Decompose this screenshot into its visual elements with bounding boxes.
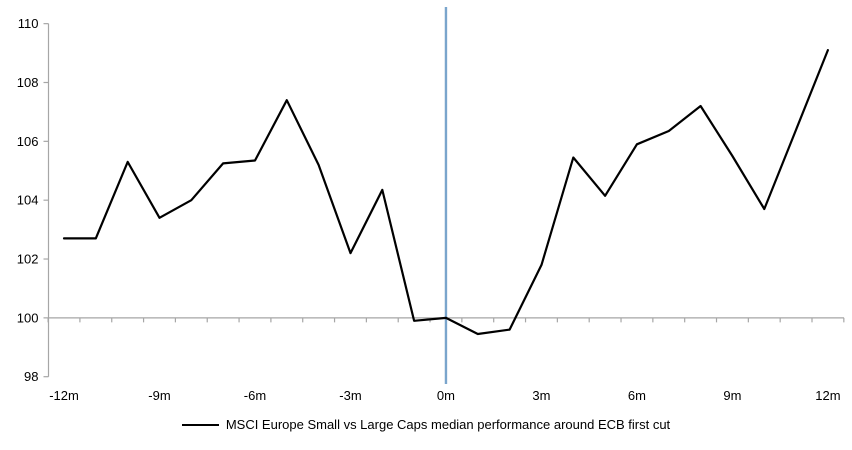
x-tick-label: 6m [628,388,646,403]
x-tick-label: 9m [723,388,741,403]
series-line [62,48,830,336]
x-tick-label: -3m [339,388,361,403]
x-tick-label: -12m [49,388,79,403]
x-tick-label: 3m [532,388,550,403]
legend-label: MSCI Europe Small vs Large Caps median p… [225,417,671,432]
x-tick-label: 12m [815,388,840,403]
legend-line-sample [181,423,219,426]
y-tick-label: 110 [18,16,39,31]
y-tick-label: 108 [17,75,39,90]
y-tick-label: 104 [17,193,39,208]
y-tick-label: 102 [17,252,39,267]
x-tick-label: 0m [437,388,455,403]
y-tick-label: 100 [17,310,39,325]
chart-legend: MSCI Europe Small vs Large Caps median p… [0,417,852,432]
y-tick-label: 106 [17,134,39,149]
y-tick-label: 98 [24,369,38,384]
x-tick-label: -6m [244,388,266,403]
x-tick-label: -9m [148,388,170,403]
